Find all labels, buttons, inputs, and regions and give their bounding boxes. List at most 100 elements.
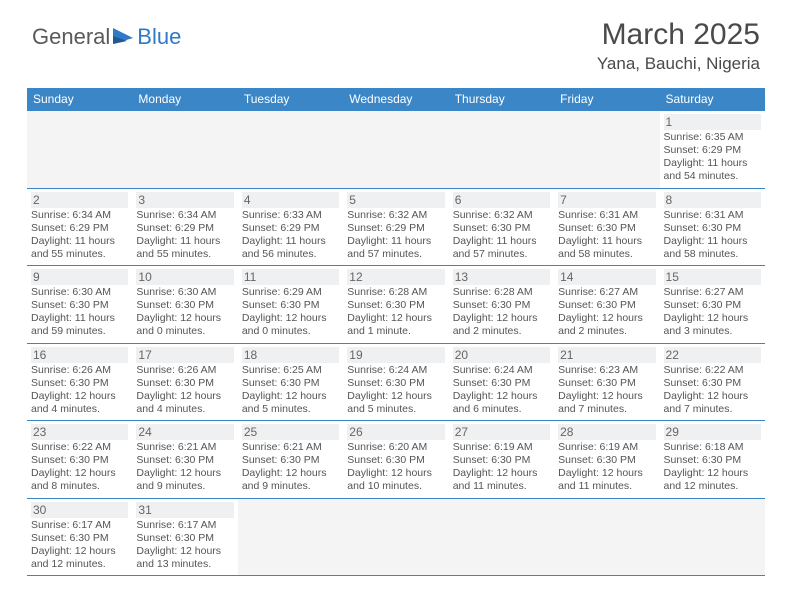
empty-cell bbox=[132, 111, 237, 189]
day-details: Sunrise: 6:32 AMSunset: 6:30 PMDaylight:… bbox=[453, 209, 550, 262]
day-details: Sunrise: 6:31 AMSunset: 6:30 PMDaylight:… bbox=[558, 209, 655, 262]
day-cell: 25Sunrise: 6:21 AMSunset: 6:30 PMDayligh… bbox=[238, 421, 343, 499]
day-details: Sunrise: 6:26 AMSunset: 6:30 PMDaylight:… bbox=[136, 364, 233, 417]
empty-cell bbox=[27, 111, 132, 189]
calendar-row: 1Sunrise: 6:35 AMSunset: 6:29 PMDaylight… bbox=[27, 111, 765, 189]
day-details: Sunrise: 6:21 AMSunset: 6:30 PMDaylight:… bbox=[242, 441, 339, 494]
empty-cell bbox=[343, 498, 448, 576]
day-number: 28 bbox=[558, 424, 655, 440]
day-details: Sunrise: 6:24 AMSunset: 6:30 PMDaylight:… bbox=[453, 364, 550, 417]
day-cell: 3Sunrise: 6:34 AMSunset: 6:29 PMDaylight… bbox=[132, 188, 237, 266]
day-number: 25 bbox=[242, 424, 339, 440]
day-header: Thursday bbox=[449, 88, 554, 111]
day-cell: 7Sunrise: 6:31 AMSunset: 6:30 PMDaylight… bbox=[554, 188, 659, 266]
day-number: 20 bbox=[453, 347, 550, 363]
day-details: Sunrise: 6:21 AMSunset: 6:30 PMDaylight:… bbox=[136, 441, 233, 494]
empty-cell bbox=[449, 498, 554, 576]
day-details: Sunrise: 6:30 AMSunset: 6:30 PMDaylight:… bbox=[31, 286, 128, 339]
logo-text-blue: Blue bbox=[137, 24, 181, 50]
day-number: 11 bbox=[242, 269, 339, 285]
logo-text-general: General bbox=[32, 24, 110, 50]
day-cell: 9Sunrise: 6:30 AMSunset: 6:30 PMDaylight… bbox=[27, 266, 132, 344]
logo: General Blue bbox=[32, 24, 181, 50]
day-details: Sunrise: 6:33 AMSunset: 6:29 PMDaylight:… bbox=[242, 209, 339, 262]
day-cell: 22Sunrise: 6:22 AMSunset: 6:30 PMDayligh… bbox=[660, 343, 765, 421]
day-cell: 24Sunrise: 6:21 AMSunset: 6:30 PMDayligh… bbox=[132, 421, 237, 499]
day-header: Saturday bbox=[660, 88, 765, 111]
empty-cell bbox=[660, 498, 765, 576]
day-details: Sunrise: 6:34 AMSunset: 6:29 PMDaylight:… bbox=[31, 209, 128, 262]
day-number: 23 bbox=[31, 424, 128, 440]
day-cell: 2Sunrise: 6:34 AMSunset: 6:29 PMDaylight… bbox=[27, 188, 132, 266]
calendar-row: 23Sunrise: 6:22 AMSunset: 6:30 PMDayligh… bbox=[27, 421, 765, 499]
page-header: General Blue March 2025 Yana, Bauchi, Ni… bbox=[0, 0, 792, 82]
day-number: 31 bbox=[136, 502, 233, 518]
day-details: Sunrise: 6:31 AMSunset: 6:30 PMDaylight:… bbox=[664, 209, 761, 262]
day-details: Sunrise: 6:27 AMSunset: 6:30 PMDaylight:… bbox=[664, 286, 761, 339]
day-details: Sunrise: 6:23 AMSunset: 6:30 PMDaylight:… bbox=[558, 364, 655, 417]
day-details: Sunrise: 6:18 AMSunset: 6:30 PMDaylight:… bbox=[664, 441, 761, 494]
day-details: Sunrise: 6:30 AMSunset: 6:30 PMDaylight:… bbox=[136, 286, 233, 339]
month-title: March 2025 bbox=[597, 18, 760, 52]
day-details: Sunrise: 6:35 AMSunset: 6:29 PMDaylight:… bbox=[664, 131, 761, 184]
day-cell: 27Sunrise: 6:19 AMSunset: 6:30 PMDayligh… bbox=[449, 421, 554, 499]
day-cell: 16Sunrise: 6:26 AMSunset: 6:30 PMDayligh… bbox=[27, 343, 132, 421]
day-cell: 8Sunrise: 6:31 AMSunset: 6:30 PMDaylight… bbox=[660, 188, 765, 266]
day-details: Sunrise: 6:19 AMSunset: 6:30 PMDaylight:… bbox=[453, 441, 550, 494]
day-cell: 4Sunrise: 6:33 AMSunset: 6:29 PMDaylight… bbox=[238, 188, 343, 266]
day-cell: 30Sunrise: 6:17 AMSunset: 6:30 PMDayligh… bbox=[27, 498, 132, 576]
day-number: 18 bbox=[242, 347, 339, 363]
day-details: Sunrise: 6:29 AMSunset: 6:30 PMDaylight:… bbox=[242, 286, 339, 339]
day-number: 14 bbox=[558, 269, 655, 285]
day-cell: 21Sunrise: 6:23 AMSunset: 6:30 PMDayligh… bbox=[554, 343, 659, 421]
day-number: 9 bbox=[31, 269, 128, 285]
day-number: 12 bbox=[347, 269, 444, 285]
day-details: Sunrise: 6:22 AMSunset: 6:30 PMDaylight:… bbox=[31, 441, 128, 494]
day-details: Sunrise: 6:17 AMSunset: 6:30 PMDaylight:… bbox=[136, 519, 233, 572]
day-details: Sunrise: 6:19 AMSunset: 6:30 PMDaylight:… bbox=[558, 441, 655, 494]
day-number: 21 bbox=[558, 347, 655, 363]
day-details: Sunrise: 6:22 AMSunset: 6:30 PMDaylight:… bbox=[664, 364, 761, 417]
day-header: Friday bbox=[554, 88, 659, 111]
day-header: Wednesday bbox=[343, 88, 448, 111]
day-cell: 13Sunrise: 6:28 AMSunset: 6:30 PMDayligh… bbox=[449, 266, 554, 344]
day-number: 17 bbox=[136, 347, 233, 363]
empty-cell bbox=[554, 111, 659, 189]
calendar-row: 30 Sunrise: 6:17 AMSunset: 6:30 PMDayligh… bbox=[27, 498, 765, 576]
day-cell: 6Sunrise: 6:32 AMSunset: 6:30 PMDaylight… bbox=[449, 188, 554, 266]
day-number: 3 bbox=[136, 192, 233, 208]
day-number: 13 bbox=[453, 269, 550, 285]
calendar-row: 2Sunrise: 6:34 AMSunset: 6:29 PMDaylight… bbox=[27, 188, 765, 266]
day-details: Sunrise: 6:20 AMSunset: 6:30 PMDaylight:… bbox=[347, 441, 444, 494]
day-header: Monday bbox=[132, 88, 237, 111]
calendar-table: SundayMondayTuesdayWednesdayThursdayFrid… bbox=[27, 88, 765, 576]
day-cell: 31Sunrise: 6:17 AMSunset: 6:30 PMDayligh… bbox=[132, 498, 237, 576]
day-cell: 20Sunrise: 6:24 AMSunset: 6:30 PMDayligh… bbox=[449, 343, 554, 421]
day-cell: 14Sunrise: 6:27 AMSunset: 6:30 PMDayligh… bbox=[554, 266, 659, 344]
calendar-row: 9Sunrise: 6:30 AMSunset: 6:30 PMDaylight… bbox=[27, 266, 765, 344]
day-cell: 10Sunrise: 6:30 AMSunset: 6:30 PMDayligh… bbox=[132, 266, 237, 344]
day-number: 16 bbox=[31, 347, 128, 363]
calendar-header-row: SundayMondayTuesdayWednesdayThursdayFrid… bbox=[27, 88, 765, 111]
day-number: 6 bbox=[453, 192, 550, 208]
empty-cell bbox=[238, 111, 343, 189]
day-details: Sunrise: 6:32 AMSunset: 6:29 PMDaylight:… bbox=[347, 209, 444, 262]
day-cell: 11Sunrise: 6:29 AMSunset: 6:30 PMDayligh… bbox=[238, 266, 343, 344]
calendar-row: 16Sunrise: 6:26 AMSunset: 6:30 PMDayligh… bbox=[27, 343, 765, 421]
day-header: Tuesday bbox=[238, 88, 343, 111]
day-number: 19 bbox=[347, 347, 444, 363]
day-number: 27 bbox=[453, 424, 550, 440]
day-cell: 28Sunrise: 6:19 AMSunset: 6:30 PMDayligh… bbox=[554, 421, 659, 499]
day-cell: 18Sunrise: 6:25 AMSunset: 6:30 PMDayligh… bbox=[238, 343, 343, 421]
day-cell: 23Sunrise: 6:22 AMSunset: 6:30 PMDayligh… bbox=[27, 421, 132, 499]
day-number: 24 bbox=[136, 424, 233, 440]
day-details: Sunrise: 6:26 AMSunset: 6:30 PMDaylight:… bbox=[31, 364, 128, 417]
day-cell: 5Sunrise: 6:32 AMSunset: 6:29 PMDaylight… bbox=[343, 188, 448, 266]
day-number: 8 bbox=[664, 192, 761, 208]
day-details: Sunrise: 6:28 AMSunset: 6:30 PMDaylight:… bbox=[347, 286, 444, 339]
day-cell: 1Sunrise: 6:35 AMSunset: 6:29 PMDaylight… bbox=[660, 111, 765, 189]
logo-flag-icon bbox=[113, 28, 135, 44]
day-number: 30 bbox=[31, 502, 128, 518]
day-number: 4 bbox=[242, 192, 339, 208]
day-cell: 17Sunrise: 6:26 AMSunset: 6:30 PMDayligh… bbox=[132, 343, 237, 421]
